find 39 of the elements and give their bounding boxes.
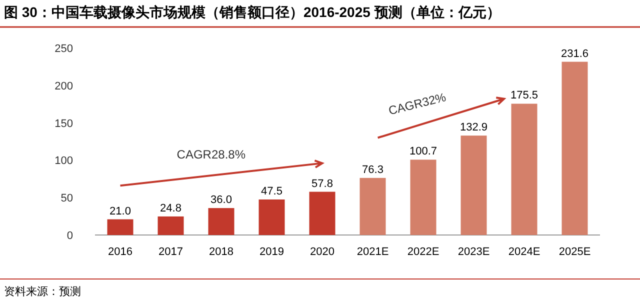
data-label: 175.5 <box>510 90 538 102</box>
bar <box>107 219 134 235</box>
bar <box>460 136 487 235</box>
data-label: 100.7 <box>409 146 438 158</box>
data-label: 132.9 <box>460 122 488 134</box>
y-tick-label: 50 <box>60 192 73 205</box>
x-tick-label: 2019 <box>260 246 284 258</box>
x-tick-label: 2021E <box>356 246 389 258</box>
x-tick-label: 2022E <box>407 246 440 258</box>
bar <box>258 199 285 235</box>
data-label: 231.6 <box>560 48 589 60</box>
chart-title: 图 30：中国车载摄像头市场规模（销售额口径）2016-2025 预测（单位：亿元） <box>4 4 500 20</box>
y-tick-label: 200 <box>54 80 73 92</box>
bar <box>208 208 234 235</box>
text: 资料来源：预测 <box>4 285 81 298</box>
data-label: 24.8 <box>160 202 182 214</box>
data-label: 47.5 <box>261 185 282 198</box>
annotation: CAGR28.8% <box>176 148 246 162</box>
data-label: 21.0 <box>110 205 131 218</box>
bar <box>309 192 336 235</box>
y-tick-label: 100 <box>54 155 73 168</box>
bar <box>158 216 184 235</box>
x-tick-label: 2023E <box>458 246 490 258</box>
data-label: 36.0 <box>210 194 232 206</box>
x-tick-label: 2024E <box>508 246 540 258</box>
y-tick-label: 0 <box>66 230 73 242</box>
x-tick-label: 2016 <box>108 246 132 258</box>
x-tick-label: 2017 <box>158 246 183 258</box>
bar <box>562 62 588 235</box>
data-label: 57.8 <box>312 178 333 190</box>
y-tick-label: 250 <box>54 43 73 55</box>
x-tick-label: 2025E <box>558 246 591 258</box>
x-tick-label: 2020 <box>310 246 334 258</box>
bar <box>410 160 436 235</box>
bar <box>511 104 538 235</box>
data-label: 76.3 <box>362 164 384 176</box>
x-tick-label: 2018 <box>209 246 234 258</box>
bar <box>360 178 386 235</box>
y-tick-label: 150 <box>54 118 73 130</box>
